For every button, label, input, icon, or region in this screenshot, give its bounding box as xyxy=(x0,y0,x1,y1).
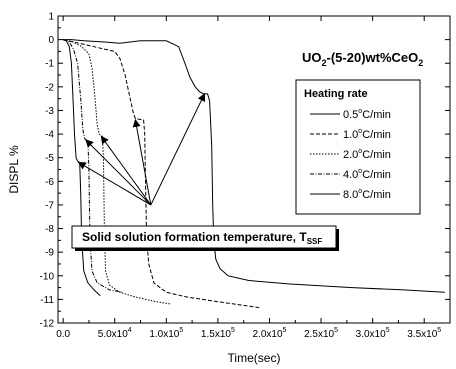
series-line-5 xyxy=(63,39,101,297)
chart-title: UO2-(5-20)wt%CeO2 xyxy=(302,50,423,68)
x-axis: 0.0 5.0x104 1.0x105 1.5x105 2.0x105 2.5x105 3.… xyxy=(56,16,441,340)
legend-entry: 8.0oC/min xyxy=(343,188,391,201)
x-tick-label: 5.0x104 xyxy=(98,327,132,340)
legend: Heating rate 0.5oC/min 1.0oC/min 2.0oC/min… xyxy=(295,79,421,215)
y-axis-label: DISPL % xyxy=(7,145,21,194)
x-axis-label: Time(sec) xyxy=(228,351,281,365)
annotation-arrow xyxy=(150,93,206,206)
y-tick-label: 0 xyxy=(48,35,54,46)
legend-entry: 1.0oC/min xyxy=(343,128,391,141)
y-tick-label: -4 xyxy=(45,130,54,141)
y-tick-label: -11 xyxy=(40,295,54,306)
y-tick-label: -2 xyxy=(45,82,54,93)
x-tick-label: 1.5x105 xyxy=(201,327,235,340)
annotation-arrow xyxy=(100,135,152,206)
annotation-arrow xyxy=(77,161,152,206)
legend-title: Heating rate xyxy=(304,88,368,100)
annotation-arrow xyxy=(132,118,152,206)
y-tick-label: -12 xyxy=(40,319,55,330)
x-tick-label: 2.5x105 xyxy=(304,327,338,340)
y-axis: 1 0 -1 -2 -3 -4 -5 -6 -7 -8 -9 -10 -11 -12 xyxy=(40,12,450,330)
annotation-arrows xyxy=(77,93,206,206)
y-tick-label: -5 xyxy=(45,153,54,164)
x-tick-label: 3.5x105 xyxy=(407,327,441,340)
x-tick-label: 3.0x105 xyxy=(356,327,390,340)
annotation-text: Solid solution formation temperature, TS… xyxy=(82,230,322,246)
legend-entry: 4.0oC/min xyxy=(343,168,391,181)
y-tick-label: -9 xyxy=(45,248,54,259)
legend-entry: 2.0oC/min xyxy=(343,148,391,161)
x-tick-label: 2.0x105 xyxy=(253,327,287,340)
y-tick-label: -7 xyxy=(45,200,54,211)
x-tick-label: 0.0 xyxy=(56,329,70,340)
annotation-arrow xyxy=(85,139,152,206)
annotation-box: Solid solution formation temperature, TS… xyxy=(71,225,339,251)
y-tick-label: -3 xyxy=(45,106,54,117)
legend-entry: 0.5oC/min xyxy=(343,108,391,121)
y-tick-label: -1 xyxy=(45,59,54,70)
y-tick-label: -6 xyxy=(45,177,54,188)
y-tick-label: -10 xyxy=(40,271,55,282)
y-tick-label: -8 xyxy=(45,224,54,235)
x-tick-label: 1.0x105 xyxy=(149,327,183,340)
y-tick-label: 1 xyxy=(48,12,54,23)
series-line-2 xyxy=(63,39,260,309)
legend-box xyxy=(295,79,421,215)
